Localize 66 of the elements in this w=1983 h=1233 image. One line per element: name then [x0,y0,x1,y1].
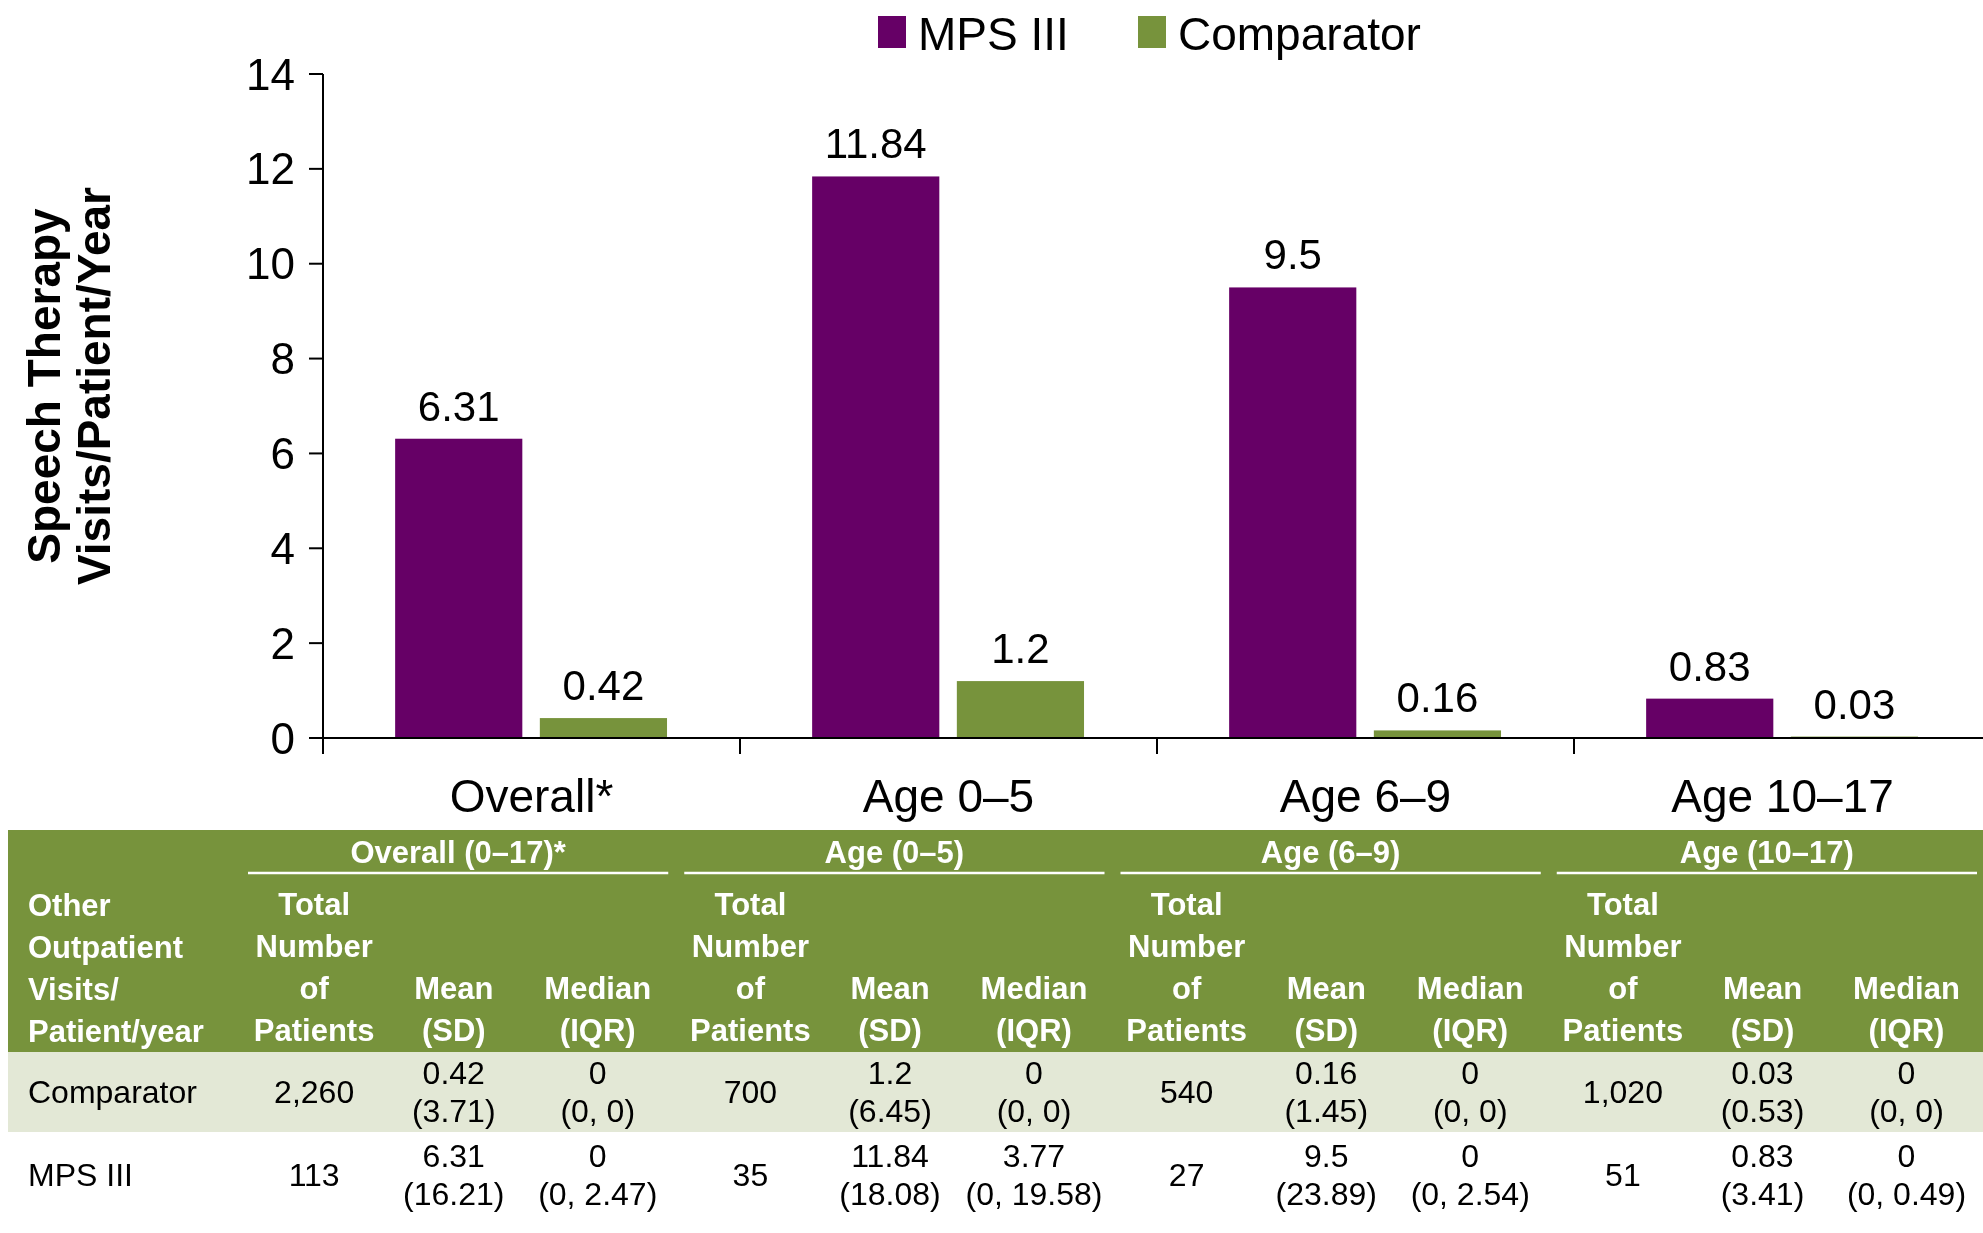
text: 2,260 [274,1074,355,1110]
text: 0 (0, 0) [996,1055,1072,1129]
data-label: 0.03 [1813,680,1896,728]
text: 11.84 (18.08) [839,1138,941,1212]
text: Mean (SD) [1286,970,1366,1048]
text: 0 (0, 0) [1432,1055,1508,1129]
text: 0 (0, 0) [1869,1055,1944,1129]
text: 51 [1605,1157,1641,1193]
y-tick-label: 2 [270,618,295,668]
text: Comparator [28,1074,198,1110]
y-tick-label: 8 [270,334,295,384]
x-tick-label: Overall* [449,770,614,822]
text: Total Number of Patients [690,886,811,1048]
text: Total Number of Patients [253,886,375,1048]
text: Mean (SD) [1722,970,1803,1048]
text: MPS III [28,1157,133,1193]
text: Age (6–9) [1260,834,1401,870]
y-tick-label: 4 [270,523,295,573]
legend-label: Comparator [1178,8,1421,60]
text: Age (10–17) [1679,834,1854,870]
data-label: 1.2 [991,625,1050,673]
text: 0 (0, 0) [560,1055,636,1129]
text: 540 [1159,1074,1214,1110]
data-label: 0.42 [562,662,645,710]
y-tick-label: 14 [246,49,295,99]
y-tick-label: 0 [270,713,295,763]
text: Median (IQR) [1416,970,1524,1048]
data-label: 9.5 [1263,231,1322,279]
legend-label: MPS III [918,8,1069,60]
text: 35 [732,1157,769,1193]
text: Mean (SD) [850,970,930,1048]
text: 1,020 [1582,1074,1663,1110]
text: 27 [1168,1157,1205,1193]
text: 1.2 (6.45) [848,1055,932,1129]
text: Median (IQR) [544,970,652,1048]
text: Median (IQR) [1853,970,1960,1048]
y-axis-title: Speech Therapy Visits/Patient/Year [18,186,120,586]
text: 0 (0, 0.49) [1846,1138,1967,1212]
text: Overall (0–17)* [350,834,567,870]
text: 0.83 (3.41) [1720,1138,1805,1212]
text: 0 (0, 2.47) [538,1138,658,1212]
text: 3.77 (0, 19.58) [965,1138,1103,1212]
text: Other Outpatient Visits/ Patient/year [28,887,204,1048]
x-tick-label: Age 0–5 [862,770,1035,822]
text: 700 [723,1074,778,1110]
text: 113 [288,1157,340,1193]
text: 0.16 (1.45) [1284,1055,1369,1129]
text: Age (0–5) [824,834,965,870]
data-label: 11.84 [824,120,927,168]
text: 6.31 (16.21) [403,1138,505,1212]
x-tick-label: Age 10–17 [1671,770,1894,822]
text: Median (IQR) [980,970,1088,1048]
y-tick-label: 10 [246,239,295,289]
text: 9.5 (23.89) [1275,1138,1377,1212]
data-label: 0.83 [1668,642,1751,690]
y-tick-label: 12 [246,144,295,194]
x-tick-label: Age 6–9 [1279,770,1452,822]
text: 0.03 (0.53) [1720,1055,1805,1129]
data-label: 0.16 [1396,674,1479,722]
text: 0.42 (3.71) [411,1055,496,1129]
data-label: 6.31 [417,382,500,430]
text: Total Number of Patients [1126,886,1247,1048]
text: Mean (SD) [414,970,494,1048]
text: 0 (0, 2.54) [1410,1138,1530,1212]
y-tick-label: 6 [270,428,295,478]
text: Total Number of Patients [1562,886,1684,1048]
